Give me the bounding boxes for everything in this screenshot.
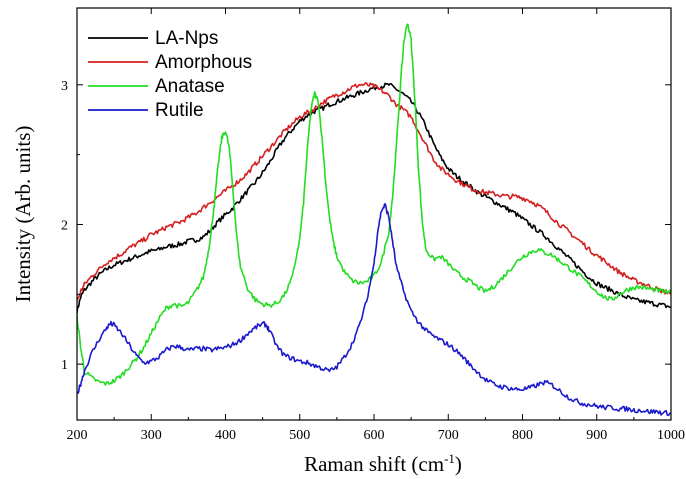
x-tick-label: 200 — [67, 428, 88, 443]
x-tick-label: 900 — [586, 428, 607, 443]
legend: LA-Nps Amorphous Anatase Rutile — [88, 28, 252, 121]
x-axis-label-close: ) — [455, 452, 462, 476]
legend-label: Amorphous — [155, 52, 252, 73]
y-axis-label: Intensity (Arb. units) — [11, 126, 35, 303]
x-axis-label-superscript: -1 — [444, 451, 455, 466]
series-line-la-nps — [77, 82, 671, 314]
x-axis-label: Raman shift (cm-1) — [304, 451, 462, 476]
y-tick-label: 1 — [61, 358, 68, 373]
x-tick-label: 1000 — [657, 428, 685, 443]
x-tick-label: 800 — [512, 428, 533, 443]
legend-label: LA-Nps — [155, 28, 218, 49]
x-tick-label: 400 — [215, 428, 236, 443]
series-line-amorphous — [77, 82, 671, 302]
series-line-rutile — [77, 203, 671, 417]
y-tick-label: 2 — [61, 218, 68, 233]
x-tick-label: 300 — [141, 428, 162, 443]
x-tick-label: 700 — [438, 428, 459, 443]
legend-label: Anatase — [155, 76, 225, 97]
x-tick-label: 500 — [289, 428, 310, 443]
series-line-anatase — [77, 23, 671, 386]
y-tick-label: 3 — [61, 79, 68, 94]
x-tick-label: 600 — [364, 428, 385, 443]
legend-label: Rutile — [155, 100, 204, 121]
